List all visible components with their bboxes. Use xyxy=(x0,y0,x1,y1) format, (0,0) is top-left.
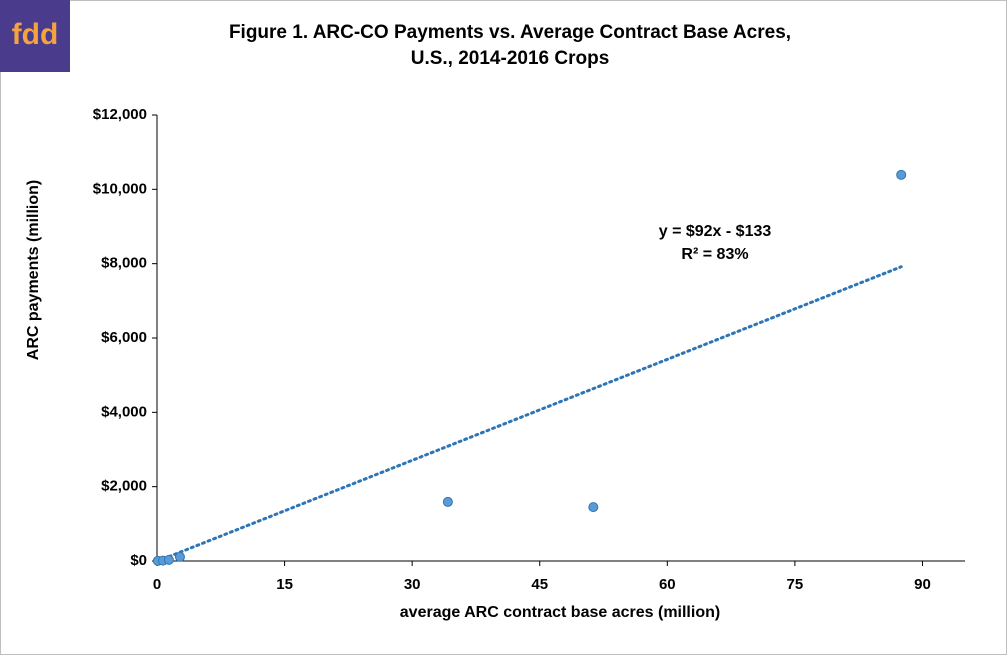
chart-title: Figure 1. ARC-CO Payments vs. Average Co… xyxy=(229,22,791,43)
logo-box xyxy=(0,0,70,72)
r-squared: R² = 83% xyxy=(681,246,748,263)
logo: fdd xyxy=(12,18,59,51)
x-tick-label: 15 xyxy=(276,576,293,593)
x-tick-label: 30 xyxy=(404,576,421,593)
equation: y = $92x - $133 xyxy=(659,223,772,240)
y-tick-label: $0 xyxy=(130,552,147,569)
y-tick-label: $12,000 xyxy=(93,106,147,123)
point xyxy=(163,554,174,565)
x-tick-label: 45 xyxy=(531,576,548,593)
x-tick-label: 75 xyxy=(787,576,804,593)
trendline xyxy=(156,265,903,563)
y-tick-label: $10,000 xyxy=(93,180,147,197)
x-axis-title: average ARC contract base acres (million… xyxy=(400,604,720,621)
y-tick-label: $6,000 xyxy=(101,329,147,346)
x-tick-label: 60 xyxy=(659,576,676,593)
point xyxy=(174,551,185,562)
x-tick-label: 90 xyxy=(914,576,931,593)
y-tick-label: $4,000 xyxy=(101,403,147,420)
x-tick-label: 0 xyxy=(153,576,161,593)
y-tick-label: $2,000 xyxy=(101,478,147,495)
y-axis-title: ARC payments (million) xyxy=(25,180,42,360)
point xyxy=(896,169,907,180)
y-tick-label: $8,000 xyxy=(101,255,147,272)
chart-subtitle: U.S., 2014-2016 Crops xyxy=(411,48,610,69)
point xyxy=(442,496,453,507)
point xyxy=(588,502,599,513)
